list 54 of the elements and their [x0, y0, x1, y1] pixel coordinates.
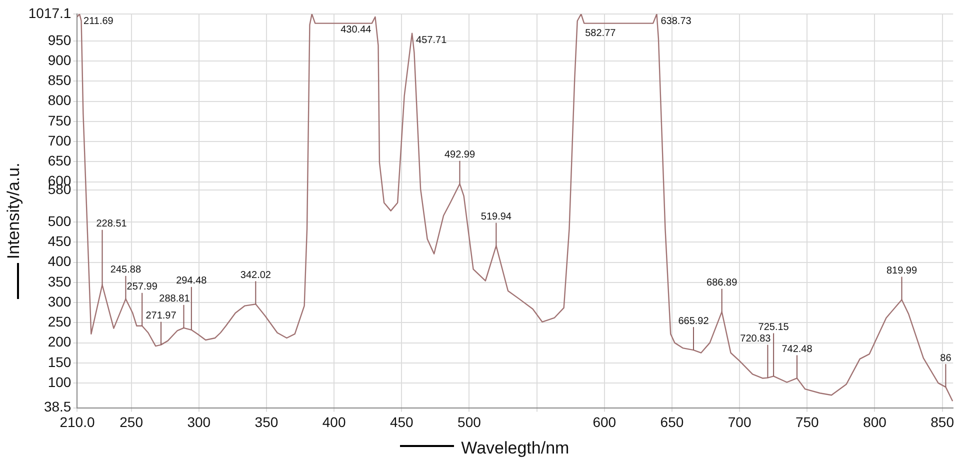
annotation: 638.73 — [660, 16, 692, 27]
annotation: 342.02 — [240, 270, 272, 281]
x-tick-label: 850 — [930, 414, 954, 430]
y-tick-label: 200 — [48, 334, 72, 350]
annotation: 211.69 — [84, 16, 114, 27]
x-tick-label: 750 — [795, 414, 820, 430]
x-tick-label: 250 — [120, 414, 144, 430]
annotation: 457.71 — [416, 35, 448, 46]
annotation: 519.94 — [480, 212, 512, 223]
y-tick-label: 350 — [48, 273, 72, 290]
y-tick-label: 500 — [48, 212, 72, 229]
annotation: 582.77 — [585, 28, 616, 39]
x-tick-label: 650 — [660, 414, 684, 430]
annotation: 245.88 — [110, 264, 142, 276]
y-tick-label: 650 — [48, 152, 72, 169]
y-tick-label: 850 — [48, 72, 72, 88]
annotation: 492.99 — [444, 150, 476, 161]
y-axis-title: Intensity/a.u. — [4, 162, 23, 260]
y-tick-label: 300 — [48, 293, 72, 310]
y-tick-label: 700 — [48, 132, 72, 148]
x-axis-title: Wavelegth/nm — [461, 438, 570, 458]
annotation: 720.83 — [740, 334, 772, 345]
x-tick-label: 300 — [187, 414, 211, 430]
x-tick-label: 600 — [592, 414, 616, 430]
x-tick-label: 800 — [863, 414, 887, 430]
y-tick-label: 150 — [48, 354, 72, 370]
x-tick-label: 500 — [458, 414, 482, 430]
annotation: 819.99 — [886, 266, 918, 276]
annotation: 742.48 — [782, 344, 813, 355]
y-tick-label: 400 — [48, 253, 72, 270]
x-tick-label: 700 — [728, 414, 752, 430]
x-tick-label: 210.0 — [60, 414, 95, 430]
annotation: 228.51 — [96, 218, 128, 230]
x-tick-label: 350 — [254, 414, 278, 430]
x-tick-label: 400 — [322, 414, 346, 430]
y-tick-label: 750 — [48, 112, 72, 128]
y-tick-label: 250 — [48, 314, 72, 330]
annotation: 271.97 — [146, 310, 177, 322]
annotation: 430.44 — [340, 24, 372, 36]
y-tick-label: 1017.1 — [28, 4, 72, 21]
annotation: 725.15 — [758, 322, 790, 333]
x-tick-label: 450 — [390, 414, 414, 430]
y-tick-label: 950 — [48, 32, 72, 48]
y-tick-label: 800 — [48, 92, 72, 108]
annotation: 288.81 — [159, 294, 190, 305]
annotation: 665.92 — [678, 316, 710, 327]
y-tick-label: 450 — [48, 233, 72, 250]
y-tick-label: 900 — [48, 52, 72, 68]
y-tick-label: 100 — [48, 374, 72, 390]
annotation: 86 — [940, 352, 952, 364]
annotation: 686.89 — [706, 278, 738, 289]
annotation: 294.48 — [176, 276, 208, 287]
annotation: 257.99 — [126, 282, 158, 293]
y-tick-label: 38.5 — [44, 398, 72, 415]
